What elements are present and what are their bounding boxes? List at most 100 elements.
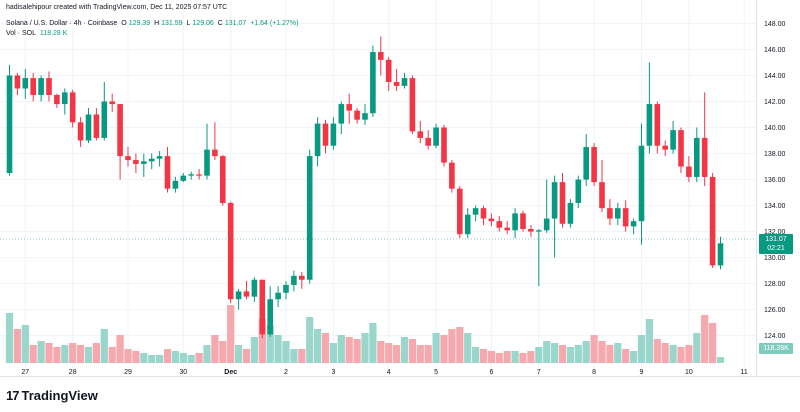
candle-body — [686, 166, 692, 177]
volume-bar — [369, 323, 377, 363]
volume-bar — [61, 345, 69, 363]
volume-bar — [566, 347, 574, 363]
volume-label: Vol · SOL — [6, 30, 36, 37]
candle-body — [512, 213, 518, 231]
volume-bar — [574, 345, 582, 363]
volume-bar — [630, 351, 638, 363]
candle-body — [709, 176, 716, 266]
candle-body — [417, 131, 424, 138]
candle-body — [54, 94, 60, 105]
candle-body — [543, 218, 550, 231]
candle-body — [180, 175, 187, 181]
candle-body — [528, 228, 534, 232]
candle-body — [172, 180, 179, 189]
candle-body — [385, 59, 392, 82]
price-axis[interactable]: 124.00 126.00 128.00 130.00 132.00 134.00 136.… — [764, 21, 786, 340]
volume-bar — [242, 349, 251, 363]
volume-bar — [527, 351, 535, 363]
time-tick-label: 29 — [124, 369, 132, 376]
candle-body — [6, 75, 13, 174]
volume-bar — [250, 337, 258, 363]
candle-body — [378, 52, 384, 60]
volume-bar — [701, 315, 709, 363]
volume-bar — [558, 345, 567, 363]
candle-body — [164, 156, 171, 189]
candle-body — [22, 78, 29, 89]
candle-body — [299, 275, 305, 280]
symbol-legend[interactable]: Solana / U.S. Dollar · 4h · Coinbase O 12… — [6, 20, 300, 27]
candle-body — [393, 81, 400, 86]
candle-body — [607, 208, 613, 219]
volume-bar — [77, 345, 85, 363]
volume-bar — [661, 343, 669, 363]
volume-legend[interactable]: Vol · SOL 118.28 K — [6, 30, 69, 37]
volume-bar — [258, 319, 266, 363]
candle-body — [267, 299, 273, 335]
candle-body — [646, 104, 653, 146]
candle-body — [370, 52, 376, 114]
volume-bar — [148, 355, 156, 363]
volume-bar — [274, 335, 282, 363]
candle-body — [338, 104, 345, 124]
time-tick-label: 10 — [685, 369, 693, 376]
volume-bar — [400, 337, 409, 363]
volume-bar — [108, 347, 116, 363]
volume-bar — [361, 333, 369, 363]
candle-body — [117, 104, 123, 157]
volume-bar — [219, 341, 227, 363]
time-tick-label: 27 — [21, 369, 29, 376]
candle-body — [85, 114, 92, 141]
candle-body — [409, 78, 416, 132]
candle-body — [496, 221, 503, 228]
volume-bar — [163, 349, 172, 363]
change-value: +1.64 (+1.27%) — [250, 20, 299, 27]
candle-body — [46, 78, 52, 95]
candle-body — [536, 230, 542, 232]
candle-body — [559, 182, 566, 224]
time-tick-label: 9 — [640, 369, 644, 376]
price-tick-label: 132.00 — [764, 229, 786, 236]
volume-bar — [140, 353, 148, 363]
high-label: H — [154, 20, 160, 27]
candle-body — [212, 149, 218, 157]
volume-bar — [377, 341, 385, 363]
volume-bar — [290, 349, 298, 363]
candle-body — [283, 284, 289, 293]
candle-body — [504, 227, 510, 231]
volume-bar — [637, 335, 646, 363]
low-label: L — [186, 20, 191, 27]
time-tick-label: 28 — [69, 369, 77, 376]
volume-bar — [385, 343, 393, 363]
volume-bar — [551, 343, 559, 363]
volume-bar — [519, 353, 527, 363]
volume-bars — [5, 305, 725, 363]
volume-bar — [45, 343, 53, 363]
volume-bar — [187, 355, 195, 363]
candle-body — [401, 78, 408, 86]
tradingview-logo[interactable]: 17 TradingView — [6, 388, 98, 403]
volume-bar — [440, 335, 448, 363]
candle-body — [717, 243, 724, 266]
volume-bar — [227, 305, 235, 363]
volume-bar — [337, 335, 345, 363]
candle-body — [188, 174, 194, 176]
candle-body — [306, 156, 313, 280]
candle-body — [93, 114, 100, 138]
time-axis[interactable]: 27 28 29 30 Dec 2 3 4 5 6 7 8 9 10 11 — [21, 369, 748, 376]
volume-bar — [171, 351, 179, 363]
volume-bar — [606, 345, 614, 363]
time-tick-label: 6 — [489, 369, 493, 376]
volume-bar — [645, 319, 653, 363]
symbol-name[interactable]: Solana / U.S. Dollar · 4h · Coinbase — [6, 20, 118, 27]
volume-bar — [314, 329, 322, 363]
volume-bar — [298, 349, 306, 363]
candle-body — [156, 156, 163, 159]
volume-bar — [535, 347, 543, 363]
price-tick-label: 144.00 — [764, 73, 786, 80]
volume-bar — [590, 335, 598, 363]
candle-body — [77, 122, 84, 141]
volume-bar — [124, 349, 132, 363]
candle-body — [235, 291, 242, 300]
last-price-value: 131.07 — [765, 236, 787, 243]
